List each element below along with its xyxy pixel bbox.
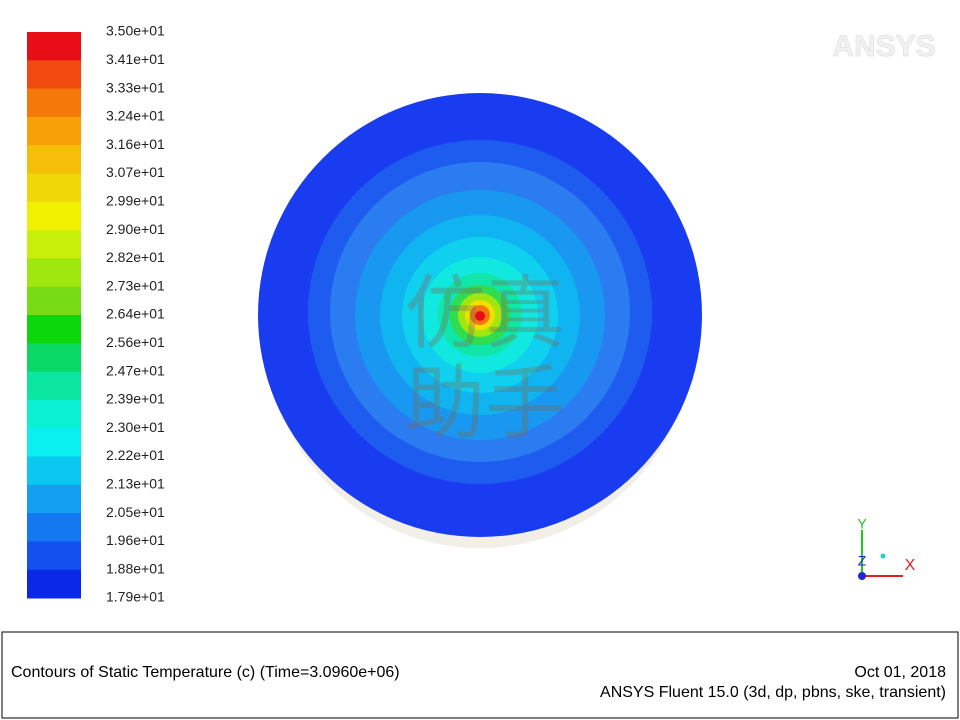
color-swatch bbox=[27, 286, 81, 316]
footer-date: Oct 01, 2018 bbox=[854, 664, 946, 681]
colorbar-label: 2.64e+01 bbox=[106, 306, 165, 322]
colorbar-label: 3.50e+01 bbox=[106, 23, 165, 39]
colorbar-label: 2.73e+01 bbox=[106, 277, 165, 293]
triad-dot bbox=[880, 553, 886, 559]
color-swatch bbox=[27, 173, 81, 203]
colorbar-label: 1.79e+01 bbox=[106, 589, 165, 605]
color-swatch bbox=[27, 258, 81, 288]
color-swatch bbox=[27, 513, 81, 542]
contour bbox=[258, 93, 702, 548]
color-swatch bbox=[27, 541, 81, 571]
colorbar-label: 2.90e+01 bbox=[106, 221, 165, 237]
color-swatch bbox=[27, 428, 81, 457]
x-label: X bbox=[905, 557, 916, 574]
color-swatch bbox=[27, 569, 81, 599]
color-swatch bbox=[27, 201, 81, 231]
color-swatch bbox=[27, 145, 81, 174]
colorbar-label: 3.16e+01 bbox=[106, 136, 165, 152]
colorbar-label: 1.96e+01 bbox=[106, 532, 165, 548]
ring bbox=[475, 311, 485, 321]
color-swatch bbox=[27, 343, 81, 373]
color-swatch bbox=[27, 315, 81, 344]
colorbar: 3.50e+01 3.41e+01 3.33e+01 3.24e+01 3.16e+01… bbox=[27, 23, 165, 605]
color-swatch bbox=[27, 60, 81, 90]
colorbar-label: 3.24e+01 bbox=[106, 108, 165, 124]
colorbar-label: 2.82e+01 bbox=[106, 249, 165, 265]
color-swatch bbox=[27, 371, 81, 401]
y-label: Y bbox=[857, 516, 867, 532]
watermark: 仿真 bbox=[405, 269, 565, 358]
colorbar-label: 1.88e+01 bbox=[106, 560, 165, 576]
colorbar-label: 2.56e+01 bbox=[106, 334, 165, 350]
watermark: 助手 bbox=[405, 359, 565, 448]
colorbar-label: 2.39e+01 bbox=[106, 391, 165, 407]
color-swatch bbox=[27, 484, 81, 514]
colorbar-label: 3.07e+01 bbox=[106, 164, 165, 180]
colorbar-label: 2.05e+01 bbox=[106, 504, 165, 520]
colorbar-label: 2.47e+01 bbox=[106, 362, 165, 378]
color-swatch bbox=[27, 88, 81, 118]
axis-triad: Y Z X bbox=[857, 516, 916, 580]
color-swatch bbox=[27, 399, 81, 429]
colorbar-label: 2.99e+01 bbox=[106, 193, 165, 209]
z-axis bbox=[858, 572, 866, 580]
colorbar-label: 2.30e+01 bbox=[106, 419, 165, 435]
logo: ANSYS bbox=[832, 30, 935, 63]
z-label: Z bbox=[858, 553, 867, 569]
color-swatch bbox=[27, 230, 81, 259]
footer-title: Contours of Static Temperature (c) (Time… bbox=[11, 664, 400, 681]
colorbar-label: 2.13e+01 bbox=[106, 476, 165, 492]
footer-box bbox=[1, 631, 959, 719]
footer-software: ANSYS Fluent 15.0 (3d, dp, pbns, ske, tr… bbox=[600, 684, 946, 701]
colorbar-label: 3.41e+01 bbox=[106, 51, 165, 67]
colorbar-label: 3.33e+01 bbox=[106, 79, 165, 95]
color-swatch bbox=[27, 116, 81, 146]
colorbar-label: 2.22e+01 bbox=[106, 447, 165, 463]
color-swatch bbox=[27, 32, 81, 61]
color-swatch bbox=[27, 456, 81, 486]
